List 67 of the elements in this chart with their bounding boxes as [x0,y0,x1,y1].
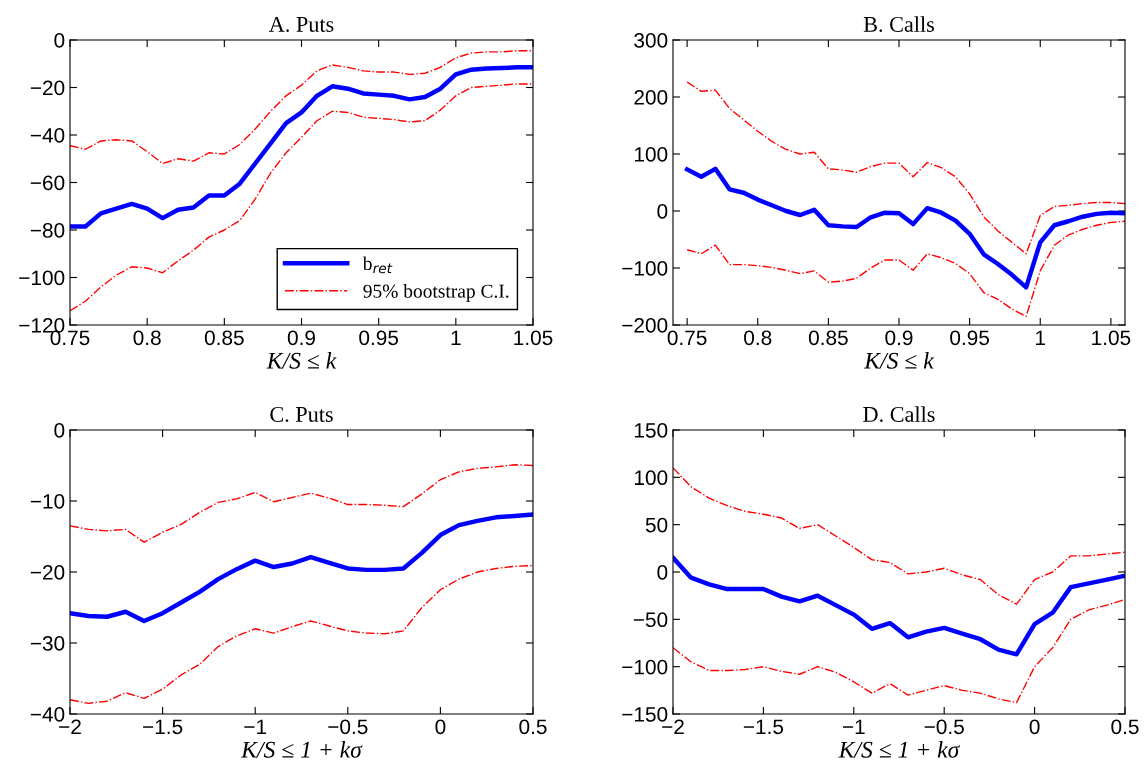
chart-title: B. Calls [863,16,934,32]
line-series [70,49,533,165]
y-tick-label: −20 [30,80,65,96]
x-tick-label: 0.95 [359,330,399,346]
x-axis-title: K/S ≤ k [266,352,337,369]
x-tick-label: −1 [244,719,267,734]
line-series [70,65,533,229]
y-tick-label: −100 [622,261,668,276]
x-tick-label: 1 [451,330,461,345]
chart-title: D. Calls [863,406,935,422]
y-tick-label: −80 [30,223,65,238]
x-tick-label: −1 [842,719,865,734]
x-tick-label: 0.85 [808,330,848,346]
line-series [673,598,1125,704]
y-tick-label: −100 [19,270,65,286]
x-tick-label: 0 [435,719,446,735]
x-tick-label: 0.5 [1111,719,1139,735]
x-axis-title: K/S ≤ 1 + kσ [240,741,363,758]
y-tick-label: 100 [634,147,668,162]
y-tick-label: 0 [657,565,668,580]
x-tick-label: 1.05 [514,330,553,346]
x-tick-label: 0.9 [287,330,315,346]
y-tick-label: 0 [54,33,65,48]
line-series [673,555,1125,657]
y-tick-label: −30 [30,636,65,651]
x-tick-label: 0.95 [950,330,990,346]
y-tick-label: 0 [657,204,668,219]
x-tick-label: −1.5 [143,719,183,735]
chart-title: A. Puts [268,17,334,32]
x-tick-label: 0 [1029,719,1040,735]
x-tick-label: 0.8 [133,330,161,346]
legend-label: 95% bootstrap C.I. [363,284,509,302]
x-tick-label: 0.8 [744,330,772,346]
y-tick-label: −10 [30,494,65,509]
y-tick-label: −40 [30,128,65,143]
y-tick-label: 150 [634,423,668,438]
legend-label: b$_{ret}$ [362,256,393,274]
y-tick-label: 300 [634,33,668,48]
line-series [70,564,533,705]
x-axis-title: K/S ≤ 1 + kσ [838,741,961,758]
x-tick-label: 0.5 [519,719,547,735]
line-series [686,220,1125,318]
y-tick-label: 200 [634,90,668,105]
y-tick-label: −100 [622,659,668,675]
y-tick-label: −20 [30,565,65,580]
line-series [70,512,533,624]
x-tick-label: −1.5 [743,719,784,735]
line-series [686,81,1125,255]
line-series [70,83,533,312]
y-tick-label: 100 [634,470,668,486]
x-axis-title: K/S ≤ k [864,352,935,369]
y-tick-label: −200 [622,318,668,333]
line-series [684,166,1125,290]
y-tick-label: 50 [645,517,668,533]
x-tick-label: 0.75 [667,330,707,346]
x-tick-label: 1.05 [1092,330,1131,346]
line-series [70,464,533,543]
x-tick-label: −0.5 [328,719,368,735]
x-tick-label: 0.9 [885,330,913,346]
x-tick-label: −0.5 [924,719,964,735]
x-tick-label: 0.85 [204,330,244,346]
chart-title: C. Puts [270,406,333,422]
y-tick-label: −50 [633,612,668,628]
x-tick-label: 1 [1036,330,1046,345]
y-tick-label: −60 [30,175,65,191]
y-tick-label: 0 [54,423,65,438]
line-series [673,467,1125,605]
